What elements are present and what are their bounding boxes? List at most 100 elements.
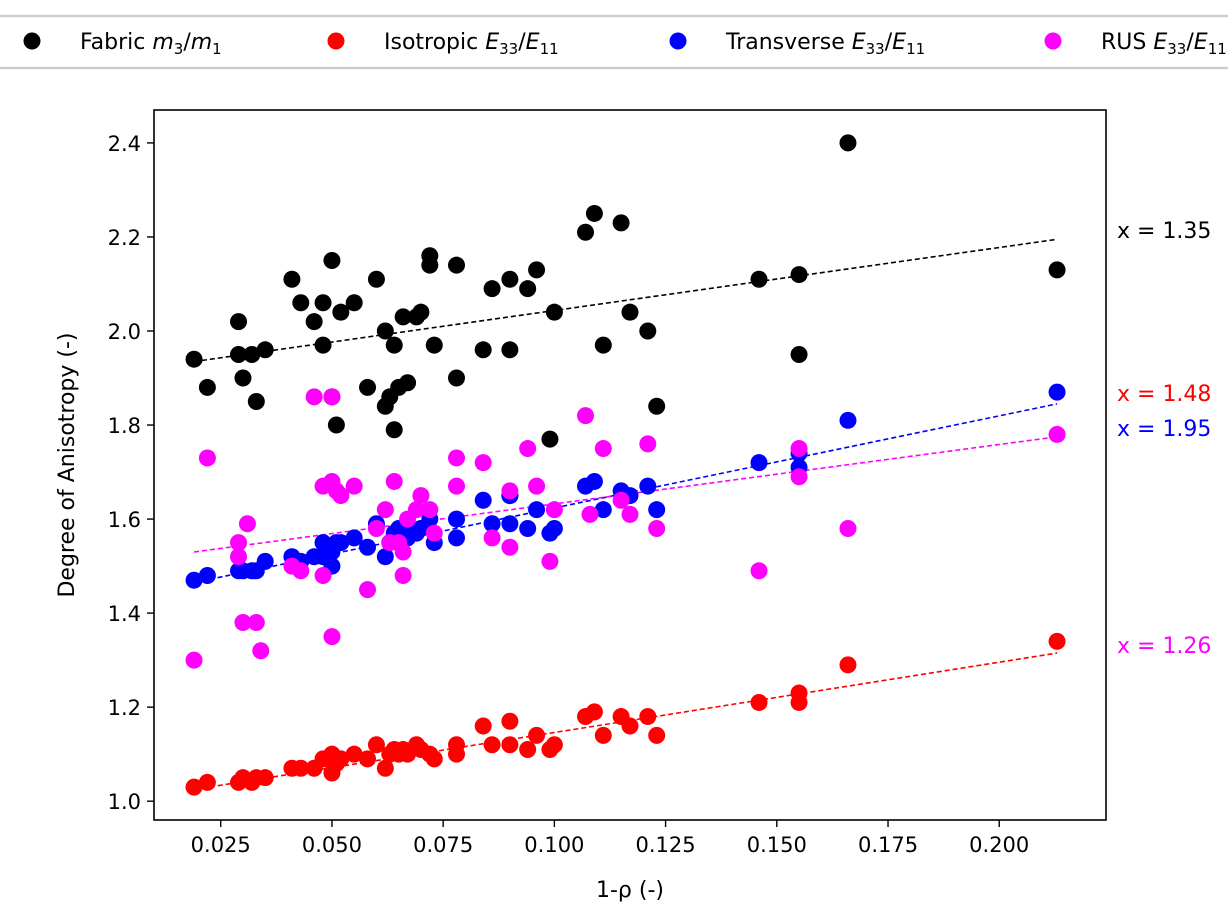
data-point-series-2 bbox=[1048, 383, 1066, 401]
y-tick-label: 2.4 bbox=[108, 132, 141, 156]
data-point-series-2 bbox=[448, 510, 466, 528]
data-point-series-3 bbox=[252, 642, 270, 660]
data-point-series-1 bbox=[376, 759, 394, 777]
data-point-series-0 bbox=[314, 294, 332, 312]
data-point-series-3 bbox=[501, 482, 519, 500]
y-tick-label: 1.8 bbox=[108, 414, 141, 438]
fit-annotation: x = 1.35 bbox=[1117, 219, 1211, 244]
data-point-series-0 bbox=[399, 374, 417, 392]
data-point-series-1 bbox=[448, 736, 466, 754]
data-point-series-3 bbox=[323, 388, 341, 406]
x-tick-label: 0.175 bbox=[858, 833, 918, 857]
data-point-series-2 bbox=[198, 566, 216, 584]
data-point-series-0 bbox=[612, 214, 630, 232]
y-axis-label: Degree of Anisotropy (-) bbox=[55, 332, 80, 597]
legend-label-part: 1 bbox=[212, 40, 222, 58]
data-point-series-2 bbox=[639, 477, 657, 495]
x-tick-label: 0.025 bbox=[191, 833, 251, 857]
data-point-series-3 bbox=[385, 472, 403, 490]
data-point-series-0 bbox=[305, 313, 323, 331]
data-point-series-0 bbox=[425, 336, 443, 354]
data-point-series-3 bbox=[639, 435, 657, 453]
data-point-series-3 bbox=[198, 449, 216, 467]
data-point-series-1 bbox=[545, 736, 563, 754]
data-point-series-3 bbox=[474, 454, 492, 472]
data-point-series-1 bbox=[185, 778, 203, 796]
data-point-series-3 bbox=[790, 440, 808, 458]
data-point-series-0 bbox=[483, 280, 501, 298]
data-point-series-3 bbox=[839, 519, 857, 537]
data-point-series-2 bbox=[839, 411, 857, 429]
legend-label-part: m bbox=[152, 30, 173, 55]
data-point-series-1 bbox=[198, 773, 216, 791]
legend-label-part: RUS bbox=[1101, 30, 1153, 55]
legend-marker bbox=[327, 32, 345, 50]
data-point-series-3 bbox=[305, 388, 323, 406]
data-point-series-3 bbox=[612, 491, 630, 509]
y-tick-label: 2.0 bbox=[108, 320, 141, 344]
data-point-series-0 bbox=[367, 270, 385, 288]
data-point-series-0 bbox=[545, 303, 563, 321]
data-point-series-0 bbox=[839, 134, 857, 152]
data-point-series-2 bbox=[519, 519, 537, 537]
fit-line-series-0 bbox=[193, 238, 1058, 363]
legend-label-part: 33 bbox=[1167, 40, 1186, 58]
data-point-series-1 bbox=[621, 717, 639, 735]
data-point-series-3 bbox=[234, 614, 252, 632]
fit-annotation: x = 1.95 bbox=[1117, 417, 1211, 442]
legend-label-part: 3 bbox=[174, 40, 184, 58]
data-point-series-1 bbox=[292, 759, 310, 777]
data-point-series-2 bbox=[256, 552, 274, 570]
data-point-series-2 bbox=[185, 571, 203, 589]
data-point-series-3 bbox=[359, 581, 377, 599]
data-point-series-1 bbox=[345, 745, 363, 763]
data-point-series-0 bbox=[230, 313, 248, 331]
data-point-series-2 bbox=[501, 515, 519, 533]
data-point-series-0 bbox=[243, 346, 261, 364]
data-point-series-3 bbox=[648, 519, 666, 537]
data-point-series-3 bbox=[407, 501, 425, 519]
data-point-series-3 bbox=[750, 562, 768, 580]
data-point-series-0 bbox=[519, 280, 537, 298]
data-point-series-3 bbox=[621, 505, 639, 523]
data-point-series-3 bbox=[230, 548, 248, 566]
data-point-series-2 bbox=[594, 501, 612, 519]
data-point-series-2 bbox=[750, 454, 768, 472]
fit-annotations: x = 1.35 x = 1.48 x = 1.95 x = 1.26 bbox=[1117, 219, 1211, 659]
legend-label-part: E bbox=[485, 30, 499, 55]
data-point-series-0 bbox=[639, 322, 657, 340]
data-point-series-3 bbox=[594, 440, 612, 458]
legend-label-part: E bbox=[526, 30, 540, 55]
legend-label-part: E bbox=[1153, 30, 1167, 55]
legend-label-part: / bbox=[183, 30, 191, 55]
data-point-series-0 bbox=[501, 270, 519, 288]
data-point-series-0 bbox=[790, 346, 808, 364]
data-point-series-2 bbox=[332, 534, 350, 552]
fit-annotation: x = 1.48 bbox=[1117, 382, 1211, 407]
data-point-series-3 bbox=[292, 562, 310, 580]
data-point-series-0 bbox=[314, 336, 332, 354]
data-point-series-3 bbox=[376, 501, 394, 519]
data-point-series-3 bbox=[421, 501, 439, 519]
data-point-series-3 bbox=[528, 477, 546, 495]
legend-marker bbox=[23, 32, 41, 50]
legend-label-part: / bbox=[1186, 30, 1194, 55]
legend-label: Isotropic E33/E11 bbox=[384, 30, 559, 58]
data-point-series-3 bbox=[247, 614, 265, 632]
data-point-series-3 bbox=[501, 538, 519, 556]
data-point-series-3 bbox=[332, 487, 350, 505]
data-point-series-0 bbox=[1048, 261, 1066, 279]
data-point-series-1 bbox=[790, 684, 808, 702]
data-point-series-0 bbox=[648, 397, 666, 415]
legend-label: Fabric m3/m1 bbox=[80, 30, 222, 58]
x-tick-label: 0.100 bbox=[524, 833, 584, 857]
data-point-series-3 bbox=[238, 515, 256, 533]
data-point-series-0 bbox=[185, 350, 203, 368]
data-point-series-1 bbox=[332, 750, 350, 768]
data-point-series-0 bbox=[394, 308, 412, 326]
data-point-series-3 bbox=[790, 468, 808, 486]
data-point-series-0 bbox=[345, 294, 363, 312]
legend-marker bbox=[669, 32, 687, 50]
data-point-series-1 bbox=[367, 736, 385, 754]
legend-label-part: 11 bbox=[1208, 40, 1227, 58]
